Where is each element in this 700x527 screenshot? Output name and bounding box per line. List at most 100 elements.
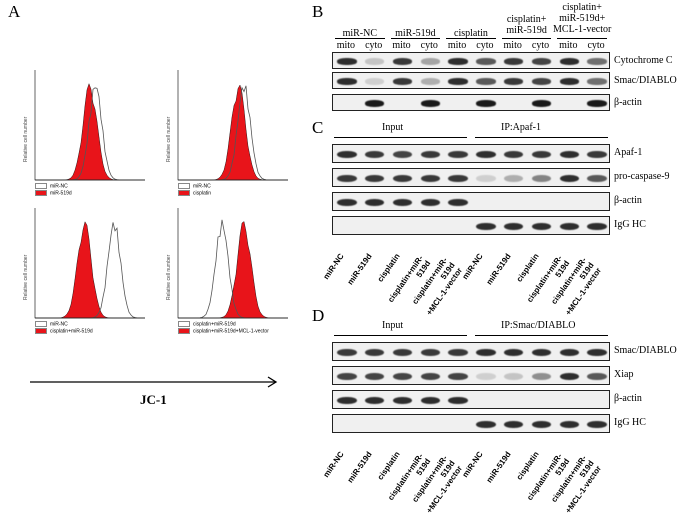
- blot-band: [531, 222, 552, 231]
- legend-text-open: cisplatin+miR-519d: [193, 321, 236, 328]
- y-axis-label: Relative cell number: [23, 116, 29, 162]
- blot-band: [503, 58, 524, 65]
- blot-band: [587, 100, 607, 107]
- blot-band: [531, 58, 552, 65]
- blot-band: [531, 348, 552, 357]
- legend-item-open: miR-NC: [35, 183, 72, 190]
- group-underline: [501, 38, 552, 39]
- histogram-plot: Relative cell number miR-NC miR-519d: [23, 70, 165, 198]
- blot-band: [587, 420, 607, 429]
- legend-swatch-filled: [35, 190, 47, 197]
- blot-band: [587, 150, 607, 159]
- blot-band: [364, 58, 385, 65]
- blot-band: [448, 78, 468, 85]
- subfraction-label: cyto: [476, 40, 494, 51]
- blot-band: [420, 198, 441, 207]
- y-axis-label: Relative cell number: [166, 254, 172, 300]
- blot-row: [332, 366, 610, 385]
- blot-row: [332, 390, 610, 409]
- blot-band: [531, 100, 552, 107]
- blot-band: [364, 150, 385, 159]
- filled-histogram: [35, 83, 145, 181]
- blot-band: [448, 58, 468, 65]
- row-label: β-actin: [614, 393, 642, 404]
- blot-band: [503, 174, 524, 183]
- legend-item-filled: cisplatin+miR-519d+MCL-1-vector: [178, 328, 269, 335]
- blot-band: [587, 222, 607, 231]
- blot-band: [531, 372, 552, 381]
- blot-band: [587, 78, 607, 85]
- jc1-arrow: [30, 375, 285, 388]
- legend-swatch-filled: [35, 328, 47, 335]
- legend-text-filled: cisplatin: [193, 190, 212, 197]
- blot-band: [476, 78, 496, 85]
- blot-band: [364, 100, 385, 107]
- blot-band: [364, 372, 385, 381]
- panel-label-a: A: [8, 2, 21, 21]
- blot-band: [337, 396, 357, 405]
- blot-row: [332, 192, 610, 211]
- blot-band: [420, 78, 441, 85]
- panel-label-c: C: [312, 118, 324, 137]
- filled-histogram: [35, 221, 145, 319]
- group-label: cisplatin+ miR-519d+ MCL-1-vector: [553, 2, 612, 35]
- blot-row: [332, 52, 610, 69]
- legend-swatch-filled: [178, 190, 190, 197]
- blot-band: [476, 58, 496, 65]
- histogram-svg: [34, 208, 145, 319]
- panel_c-ip-header: IP:Apaf-1: [501, 122, 541, 133]
- blot-band: [476, 222, 496, 231]
- blot-band: [448, 396, 468, 405]
- blot-band: [531, 174, 552, 183]
- blot-band: [476, 420, 496, 429]
- row-label: Xiap: [614, 369, 634, 380]
- blot-band: [448, 198, 468, 207]
- blot-band: [392, 396, 413, 405]
- legend-text-filled: cisplatin+miR-519d: [50, 328, 93, 335]
- histogram-axes: [177, 70, 288, 181]
- row-label: Apaf-1: [614, 147, 643, 158]
- histogram-axes: [34, 208, 145, 319]
- row-label: IgG HC: [614, 219, 646, 230]
- blot-band: [337, 174, 357, 183]
- subfraction-label: mito: [503, 40, 522, 51]
- blot-band: [448, 348, 468, 357]
- blot-row: [332, 144, 610, 163]
- blot-band: [448, 174, 468, 183]
- blot-band: [392, 174, 413, 183]
- blot-band: [559, 420, 580, 429]
- subfraction-label: mito: [447, 40, 467, 51]
- panel-label-d: D: [312, 306, 325, 325]
- blot-band: [392, 372, 413, 381]
- legend-text-open: miR-NC: [50, 321, 68, 328]
- blot-band: [364, 78, 385, 85]
- jc1-axis-label: JC-1: [140, 392, 167, 407]
- blot-band: [503, 78, 524, 85]
- legend-item-open: miR-NC: [178, 183, 211, 190]
- blot-row: [332, 342, 610, 361]
- histogram-legend: miR-NC cisplatin: [178, 183, 211, 198]
- blot-band: [559, 58, 580, 65]
- blot-band: [503, 150, 524, 159]
- histogram-axes: [177, 208, 288, 319]
- blot-band: [337, 372, 357, 381]
- blot-band: [476, 100, 496, 107]
- histogram-svg: [177, 208, 288, 319]
- panel_d-input-header: Input: [382, 320, 404, 331]
- legend-swatch-filled: [178, 328, 190, 335]
- blot-row: [332, 94, 610, 111]
- blot-band: [392, 150, 413, 159]
- y-axis-label: Relative cell number: [23, 254, 29, 300]
- histogram-svg: [34, 70, 145, 181]
- subfraction-label: cyto: [531, 40, 550, 51]
- group-label: miR-519d: [395, 28, 436, 39]
- histogram-axes: [34, 70, 145, 181]
- blot-band: [392, 198, 413, 207]
- blot-band: [392, 78, 413, 85]
- legend-text-filled: cisplatin+miR-519d+MCL-1-vector: [193, 328, 269, 335]
- subfraction-label: mito: [392, 40, 411, 51]
- blot-row: [332, 72, 610, 89]
- blot-band: [587, 348, 607, 357]
- group-underline: [335, 38, 385, 39]
- histogram-plot: Relative cell number miR-NC cisplatin: [166, 70, 308, 198]
